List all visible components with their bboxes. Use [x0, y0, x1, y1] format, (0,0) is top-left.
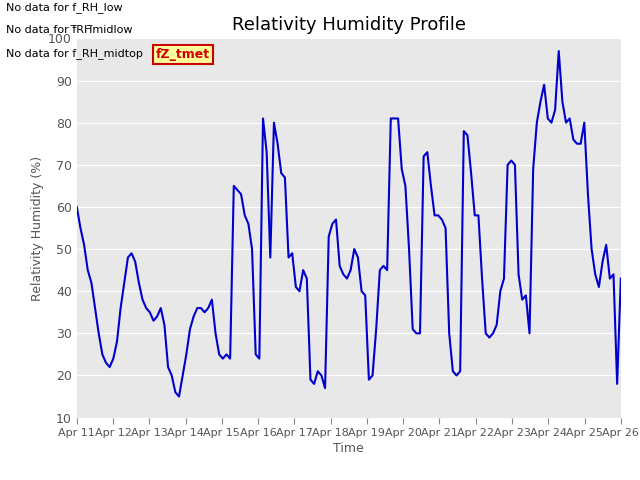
Y-axis label: Relativity Humidity (%): Relativity Humidity (%) [31, 156, 44, 300]
Text: fZ_tmet: fZ_tmet [156, 48, 210, 61]
Text: No data for f_RH_midtop: No data for f_RH_midtop [6, 48, 143, 60]
X-axis label: Time: Time [333, 442, 364, 455]
Text: No data for f̅RH̅midlow: No data for f̅RH̅midlow [6, 25, 133, 36]
Title: Relativity Humidity Profile: Relativity Humidity Profile [232, 16, 466, 34]
Text: No data for f_RH_low: No data for f_RH_low [6, 2, 123, 13]
